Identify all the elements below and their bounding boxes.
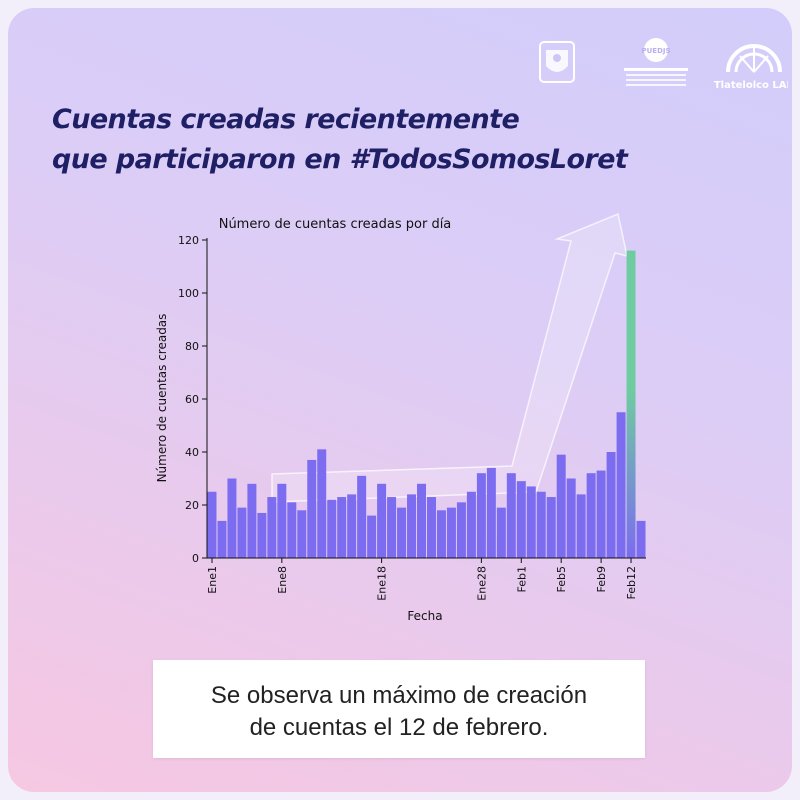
bar (526, 486, 536, 558)
bar (367, 515, 377, 558)
bar (586, 473, 596, 558)
y-tick-label: 20 (185, 499, 199, 512)
bar (476, 473, 486, 558)
bar (287, 502, 297, 558)
bar (397, 507, 407, 558)
bar (436, 510, 446, 558)
x-tick-label: Feb5 (555, 566, 568, 592)
bar (556, 454, 566, 558)
chart-title: Número de cuentas creadas por día (219, 217, 452, 232)
y-tick-label: 120 (178, 234, 199, 247)
bar (466, 491, 476, 558)
headline-line-1: Cuentas creadas recientemente (52, 104, 520, 135)
bar (446, 507, 456, 558)
bar (576, 494, 586, 558)
bar (456, 502, 466, 558)
bar (496, 507, 506, 558)
headline: Cuentas creadas recientemente que partic… (52, 100, 628, 180)
logos: PUEDJS Tlatelolco LAB (539, 38, 788, 91)
bar (357, 475, 367, 558)
bar (596, 470, 606, 558)
bar (257, 512, 267, 558)
bar (237, 507, 247, 558)
bar (486, 467, 496, 558)
bar (566, 478, 576, 558)
bar (227, 478, 237, 558)
unam-seal-icon (539, 41, 575, 83)
bar (636, 520, 646, 558)
bar-peak (626, 250, 636, 558)
y-tick-label: 0 (192, 552, 199, 565)
bar (427, 497, 436, 558)
bar (377, 483, 387, 558)
conclusion-line-1: Se observa un máximo de creación (210, 682, 588, 709)
x-tick-label: Feb9 (595, 566, 608, 592)
x-tick-label: Ene28 (475, 566, 488, 601)
puedjs-logo-text: PUEDJS (641, 47, 670, 55)
bar (516, 481, 526, 558)
conclusion-line-2: de cuentas el 12 de febrero. (249, 714, 549, 741)
x-axis-label: Fecha (407, 609, 442, 623)
y-tick-label: 40 (185, 446, 199, 459)
x-tick-label: Feb12 (625, 566, 638, 599)
x-tick-label: Ene1 (206, 566, 219, 594)
x-tick-label: Feb1 (515, 566, 528, 592)
bar (606, 452, 616, 558)
bar (407, 494, 417, 558)
x-tick-label: Ene18 (376, 566, 389, 601)
bar (546, 497, 556, 558)
bar (327, 499, 337, 558)
y-tick-label: 100 (178, 287, 199, 300)
infographic-card: Cuentas creadas recientemente que partic… (8, 8, 792, 792)
puedjs-logo-icon: PUEDJS (624, 38, 688, 86)
headline-line-2: que participaron en #TodosSomosLoret (52, 144, 628, 175)
bar (536, 491, 546, 558)
y-axis-label: Número de cuentas creadas (155, 314, 169, 483)
x-tick-label: Ene8 (276, 566, 289, 594)
bar (506, 473, 516, 558)
conclusion-text: Se observa un máximo de creación de cuen… (153, 660, 645, 744)
bar (317, 449, 327, 558)
tlatelolco-lab-logo-text: Tlatelolco LAB (714, 80, 788, 91)
bar (217, 520, 227, 558)
conclusion-note: Se observa un máximo de creación de cuen… (153, 660, 645, 758)
bar (417, 483, 426, 558)
y-tick-label: 60 (185, 393, 199, 406)
bar (616, 412, 626, 558)
bar (387, 497, 397, 558)
bar (277, 483, 287, 558)
bar (337, 497, 347, 558)
axes: 0 20 40 60 80 100 120 Ene1 Ene8 Ene18 Ene28 Feb1 Feb… (178, 234, 646, 601)
bar (297, 510, 307, 558)
bar (267, 497, 277, 558)
trend-arrow (271, 212, 628, 503)
bar (247, 483, 257, 558)
bars (207, 250, 646, 558)
bar (347, 494, 357, 558)
y-tick-label: 80 (185, 340, 199, 353)
bar (307, 459, 317, 558)
bar (207, 491, 217, 558)
tlatelolco-lab-logo-icon: Tlatelolco LAB (714, 44, 788, 91)
